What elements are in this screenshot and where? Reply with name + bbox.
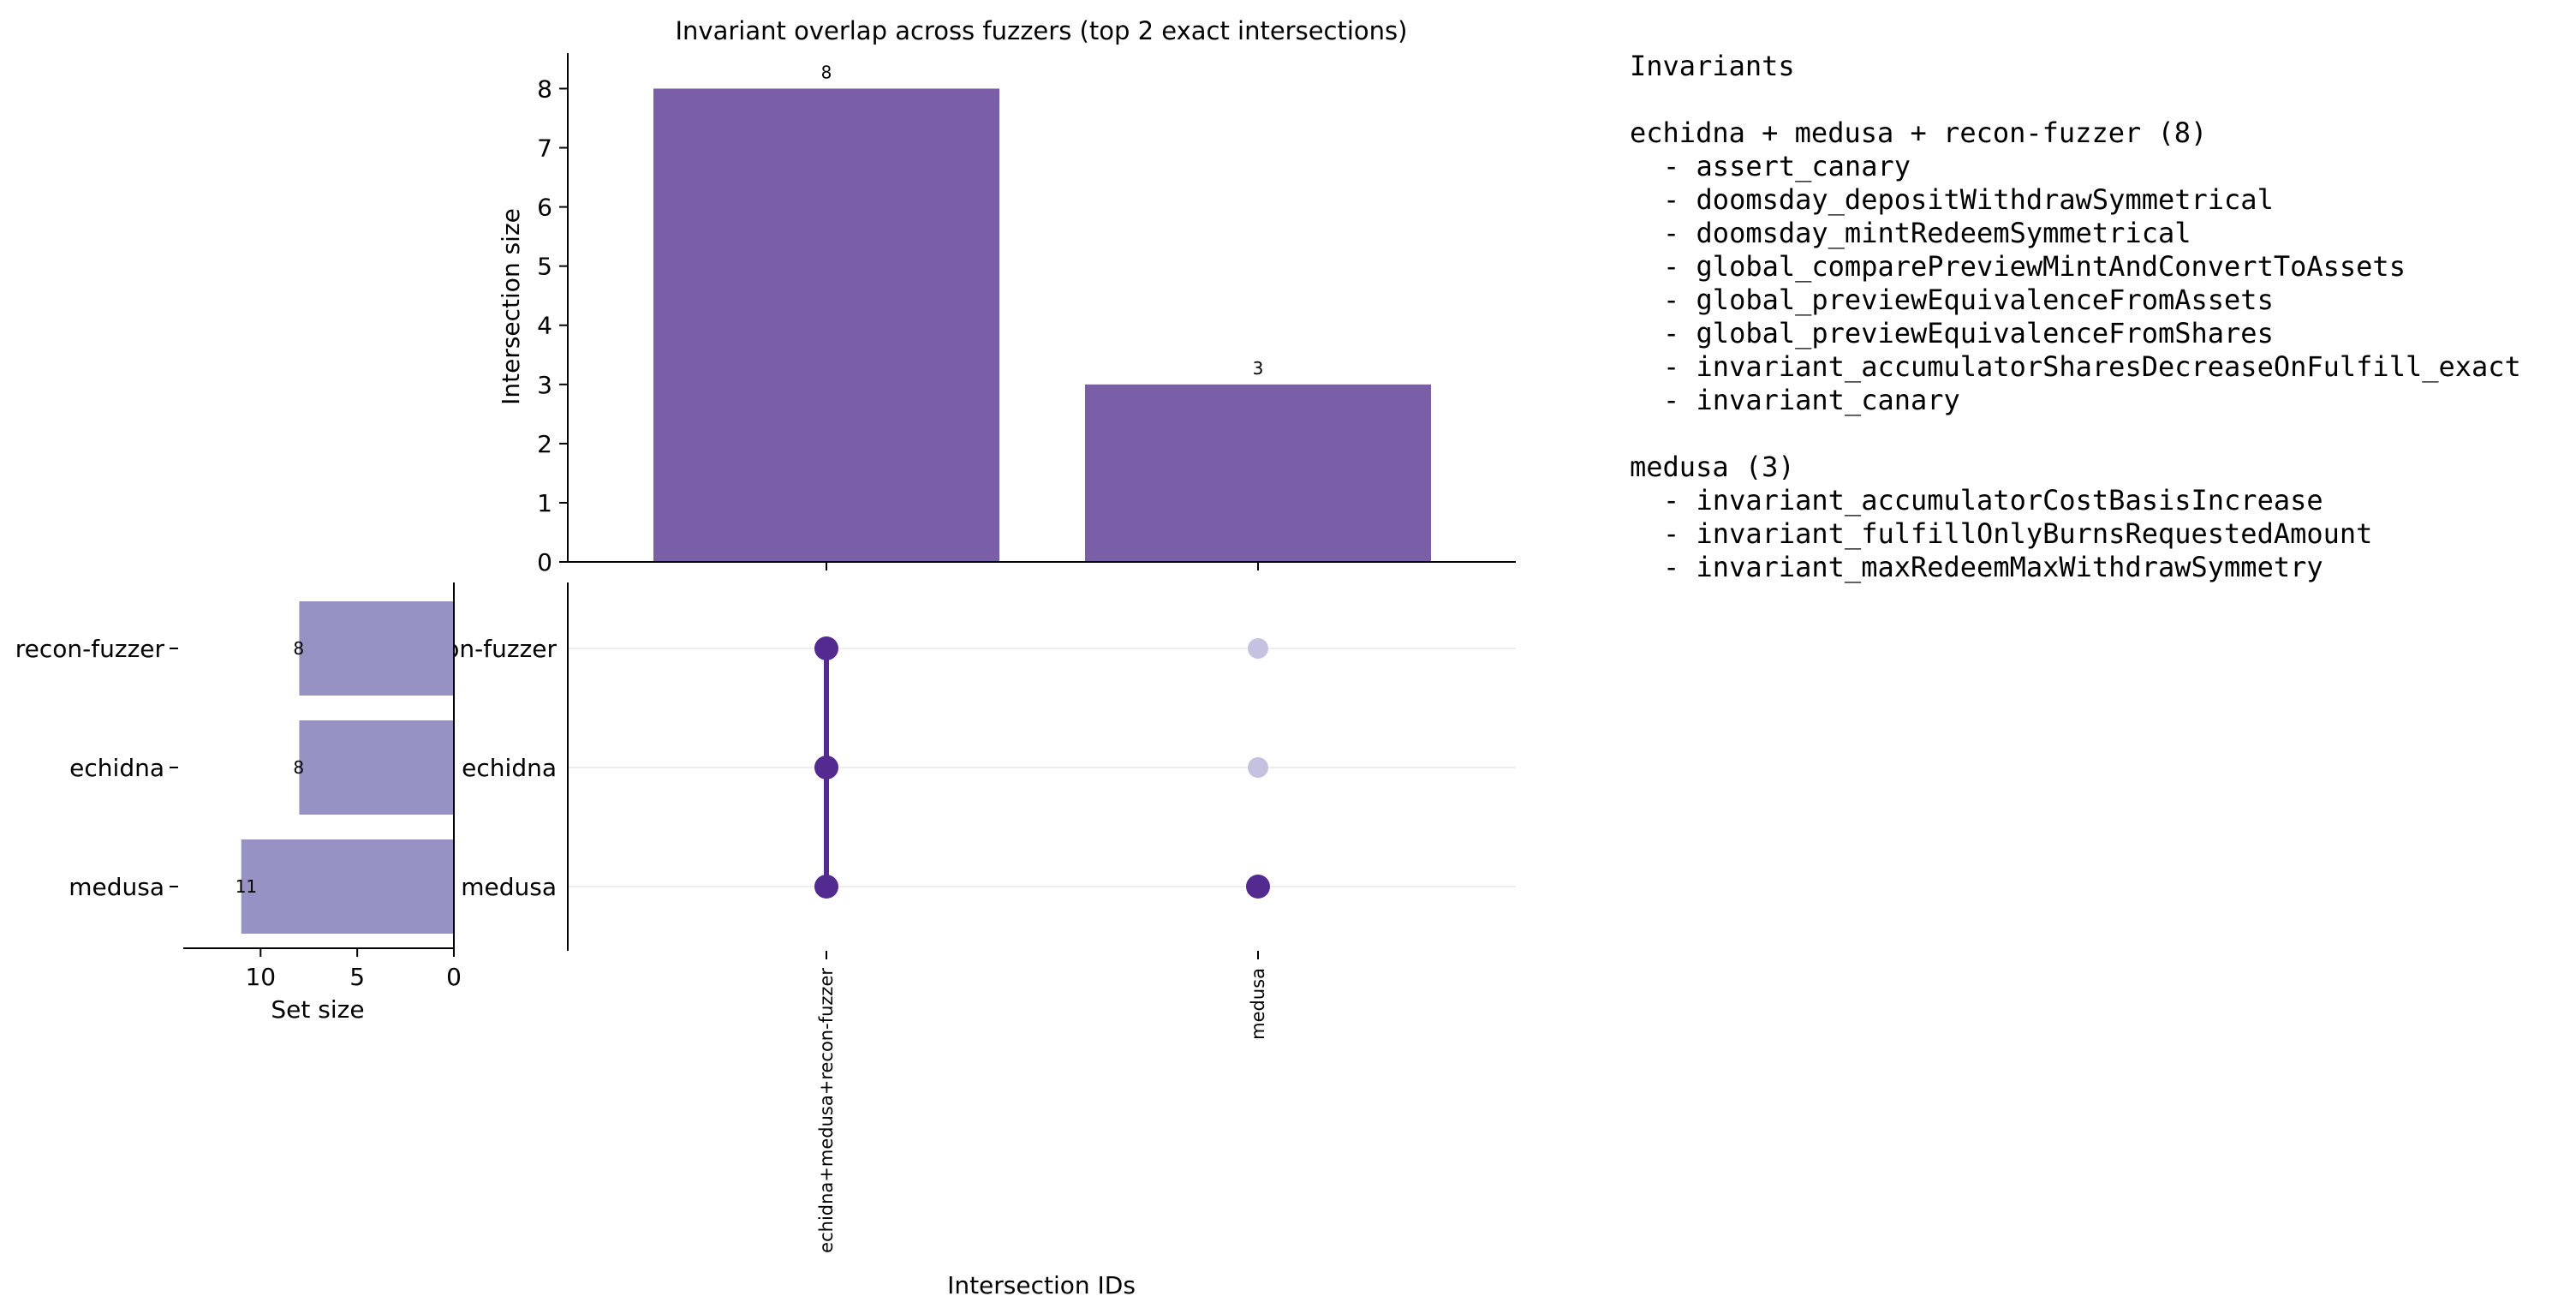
invariant-item: - invariant_maxRedeemMaxWithdrawSymmetry	[1663, 551, 2323, 583]
invariant-item: - invariant_fulfillOnlyBurnsRequestedAmo…	[1663, 517, 2372, 550]
invariant-group-header: medusa (3)	[1630, 451, 1795, 483]
intersection-y-tick-label: 4	[537, 312, 552, 340]
matrix-gridlines	[568, 648, 1516, 887]
intersection-y-tick-label: 6	[537, 194, 552, 222]
set-size-value-label: 8	[293, 638, 304, 659]
intersection-bar	[1085, 384, 1431, 562]
set-size-x-tick-label: 0	[446, 963, 462, 991]
intersection-y-tick-label: 3	[537, 371, 552, 399]
invariant-item: - assert_canary	[1663, 150, 1911, 182]
intersection-ids-label: Intersection IDs	[947, 1271, 1136, 1299]
set-size-bars	[241, 601, 454, 934]
intersection-bar	[653, 88, 999, 562]
intersection-y-tick-label: 2	[537, 430, 552, 458]
intersection-y-tick-label: 0	[537, 548, 552, 576]
set-size-y-tick-label: echidna	[69, 754, 164, 782]
invariant-item: - invariant_canary	[1663, 384, 1960, 416]
set-size-value-label: 8	[293, 757, 304, 778]
intersection-y-tick-label: 7	[537, 134, 552, 163]
set-size-x-tick-label: 5	[349, 963, 365, 991]
set-size-value-labels: 8 8 11	[236, 638, 304, 897]
invariants-title: Invariants	[1630, 50, 1795, 82]
chart-title: Invariant overlap across fuzzers (top 2 …	[676, 16, 1408, 45]
invariants-panel: Invariants echidna + medusa + recon-fuzz…	[1630, 50, 2521, 583]
matrix-dot-active	[1246, 875, 1270, 899]
set-size-x-tick-label: 10	[245, 963, 276, 991]
invariant-item: - global_previewEquivalenceFromShares	[1663, 317, 2274, 349]
intersection-y-tick-label: 1	[537, 489, 552, 517]
intersection-y-axis-label: Intersection size	[497, 208, 525, 405]
invariant-item: - doomsday_mintRedeemSymmetrical	[1663, 217, 2191, 249]
matrix-row-label: medusa	[461, 873, 557, 901]
invariants-groups: echidna + medusa + recon-fuzzer (8)- ass…	[1630, 116, 2521, 583]
matrix-dot-active	[814, 756, 838, 779]
matrix-column-label: echidna+medusa+recon-fuzzer	[816, 968, 837, 1253]
invariant-item: - global_comparePreviewMintAndConvertToA…	[1663, 250, 2406, 283]
set-size-value-label: 11	[236, 876, 257, 897]
invariant-item: - invariant_accumulatorSharesDecreaseOnF…	[1663, 350, 2521, 383]
matrix-dot-inactive	[1248, 638, 1268, 659]
invariant-item: - global_previewEquivalenceFromAssets	[1663, 284, 2274, 316]
set-size-y-tick-label: medusa	[69, 873, 164, 901]
intersection-bar-value-label: 3	[1253, 358, 1264, 379]
invariant-item: - invariant_accumulatorCostBasisIncrease	[1663, 484, 2323, 517]
set-size-axis-label: Set size	[271, 995, 364, 1024]
intersection-bar-value-label: 8	[821, 62, 832, 82]
intersection-bars	[653, 88, 1431, 562]
set-size-panel: 8 8 11 recon-fuzzer echidna medusa 10 5 0 Set …	[15, 582, 462, 1024]
set-size-bar	[299, 601, 454, 696]
matrix-dot-active	[814, 875, 838, 899]
intersection-value-labels: 83	[821, 62, 1264, 378]
invariant-group-header: echidna + medusa + recon-fuzzer (8)	[1630, 116, 2207, 149]
set-size-bar	[299, 720, 454, 815]
intersection-y-ticks: 0 1 2 3 4 5 6 7 8	[537, 75, 568, 576]
invariant-item: - doomsday_depositWithdrawSymmetrical	[1663, 183, 2274, 216]
set-size-y-tick-labels: recon-fuzzer echidna medusa	[15, 635, 178, 901]
intersection-x-ticks	[826, 562, 1259, 570]
matrix-dot-inactive	[1248, 757, 1268, 778]
set-size-bar	[241, 839, 454, 934]
intersection-y-tick-label: 8	[537, 75, 552, 103]
matrix-dot-active	[814, 636, 838, 660]
set-size-x-ticks: 10 5 0	[245, 948, 462, 991]
intersection-y-tick-label: 5	[537, 253, 552, 281]
matrix-row-label: echidna	[462, 754, 557, 782]
matrix-column-label: medusa	[1248, 968, 1268, 1040]
set-size-y-tick-label: recon-fuzzer	[15, 635, 165, 663]
matrix-dots	[814, 636, 1270, 899]
matrix-column-ticks	[826, 951, 1259, 959]
matrix-column-labels: echidna+medusa+recon-fuzzer medusa	[816, 968, 1268, 1253]
